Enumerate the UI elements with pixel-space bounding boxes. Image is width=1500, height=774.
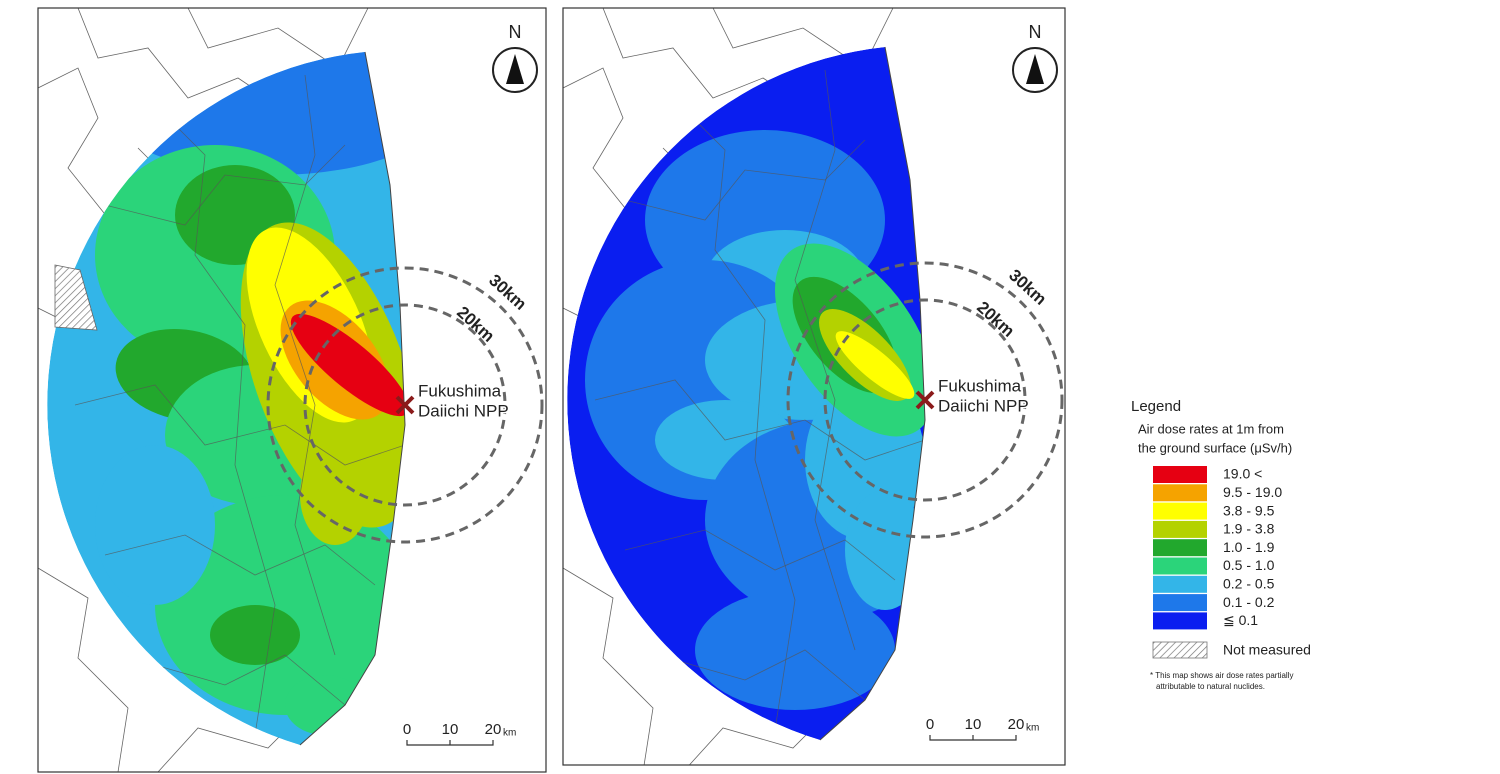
- scale-tick-label: 0: [403, 721, 411, 738]
- boundary-line: [38, 67, 109, 219]
- scale-tick-label: 20: [485, 721, 502, 738]
- legend: Legend Air dose rates at 1m from the groun…: [1131, 398, 1311, 691]
- not-measured-area: [54, 264, 98, 331]
- boundary-line: [77, 8, 299, 119]
- legend-swatch-hatch: [1152, 641, 1208, 659]
- legend-swatch: [1153, 502, 1207, 520]
- legend-swatch: [1153, 575, 1207, 593]
- legend-label: 1.0 - 1.9: [1223, 539, 1275, 555]
- legend-label: 0.2 - 0.5: [1223, 576, 1275, 592]
- dose-region: [95, 445, 215, 605]
- legend-swatch: [1153, 539, 1207, 557]
- legend-swatch: [1153, 612, 1207, 630]
- legend-label: Not measured: [1223, 642, 1311, 658]
- coastline: [299, 51, 406, 746]
- legend-note: attributable to natural nuclides.: [1156, 682, 1265, 691]
- boundary-line: [712, 8, 894, 69]
- legend-swatch: [1153, 466, 1207, 483]
- legend-title: Legend: [1131, 398, 1181, 415]
- legend-swatch: [1153, 594, 1207, 612]
- legend-label: 0.5 - 1.0: [1223, 557, 1275, 573]
- legend-label: 19.0 <: [1223, 466, 1262, 482]
- north-arrow: [1026, 54, 1044, 84]
- ring-20km: [823, 298, 1027, 502]
- scale-tick-label: 10: [965, 716, 982, 733]
- legend-label: ≦ 0.1: [1223, 612, 1258, 628]
- scale-bar: [929, 735, 1017, 741]
- boundary-line: [74, 384, 405, 466]
- boundary-line: [674, 99, 796, 731]
- boundary-line: [794, 69, 856, 651]
- map-frame: [37, 7, 547, 773]
- scale-bar: [406, 740, 494, 746]
- scale-tick-label: 0: [926, 716, 934, 733]
- boundary-line: [274, 74, 336, 656]
- boundary-line: [104, 144, 346, 226]
- dose-region: [300, 445, 370, 545]
- dose-region: [835, 331, 915, 399]
- ring-30km: [266, 266, 544, 544]
- legend-label: 0.1 - 0.2: [1223, 594, 1275, 610]
- legend-note: * This map shows air dose rates partiall…: [1150, 671, 1293, 680]
- dose-region: [155, 495, 405, 715]
- npp-marker: [395, 395, 415, 415]
- ring-30km: [786, 261, 1064, 539]
- boundary-line: [674, 649, 866, 701]
- scale-tick-label: 20: [1008, 716, 1025, 733]
- npp-marker: [915, 390, 935, 410]
- legend-subtitle: the ground surface (μSv/h): [1138, 440, 1292, 455]
- dose-fill: [47, 52, 405, 745]
- north-label: N: [509, 22, 522, 42]
- dose-region: [695, 590, 895, 710]
- boundary-line: [563, 567, 654, 765]
- legend-label: 9.5 - 19.0: [1223, 484, 1282, 500]
- boundary-line: [104, 534, 376, 586]
- boundary-line: [154, 654, 346, 706]
- map-frame: [562, 7, 1066, 766]
- dose-region: [210, 605, 300, 665]
- north-label: N: [1029, 22, 1042, 42]
- boundary-line: [154, 104, 276, 736]
- scale-tick-label: 10: [442, 721, 459, 738]
- ring-20km: [303, 303, 507, 507]
- legend-label: 1.9 - 3.8: [1223, 521, 1275, 537]
- legend-swatch: [1153, 557, 1207, 575]
- legend-subtitle: Air dose rates at 1m from: [1138, 421, 1284, 436]
- site-label: Daiichi NPP: [938, 396, 1029, 415]
- boundary-line: [38, 567, 129, 772]
- coastline: [819, 46, 926, 741]
- dose-region: [290, 313, 405, 417]
- north-arrow: [506, 54, 524, 84]
- scale-unit: km: [503, 728, 516, 739]
- site-label: Daiichi NPP: [418, 401, 509, 420]
- boundary-line: [187, 8, 369, 69]
- scale-unit: km: [1026, 723, 1039, 734]
- boundary-line: [594, 379, 925, 461]
- boundary-line: [624, 139, 866, 221]
- legend-label: 3.8 - 9.5: [1223, 502, 1275, 518]
- boundary-line: [624, 529, 896, 581]
- site-label: Fukushima: [418, 381, 502, 400]
- boundary-line: [563, 67, 634, 219]
- site-label: Fukushima: [938, 376, 1022, 395]
- legend-swatch: [1153, 520, 1207, 538]
- legend-swatch: [1153, 484, 1207, 502]
